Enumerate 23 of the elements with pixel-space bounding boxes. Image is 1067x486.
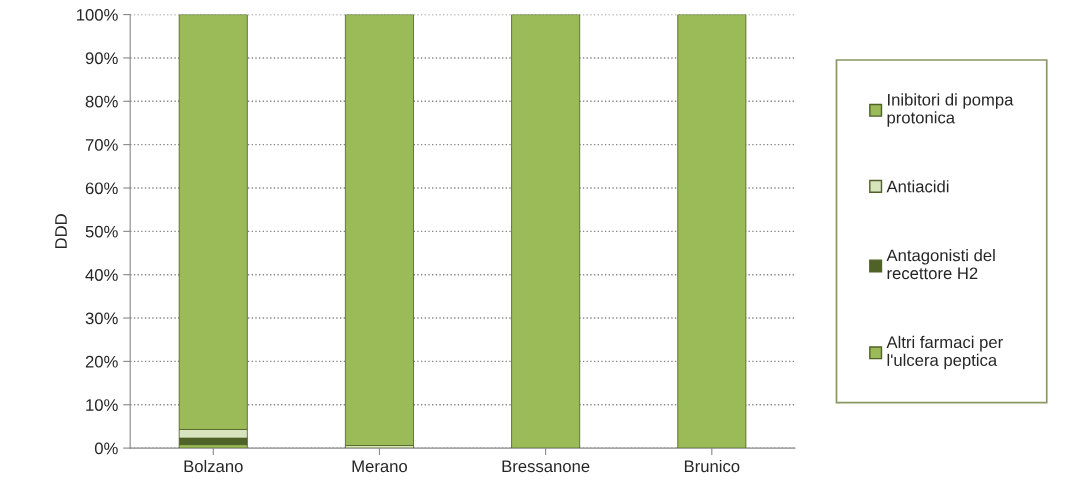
x-tick-label: Bolzano bbox=[184, 459, 243, 473]
y-axis-title: DDD bbox=[55, 214, 67, 249]
y-tick-label: 70% bbox=[85, 139, 118, 151]
bar bbox=[511, 14, 581, 449]
y-tick-label: 80% bbox=[85, 95, 118, 108]
y-tick-label: 20% bbox=[85, 355, 118, 368]
y-tick-label: 40% bbox=[85, 269, 118, 281]
x-tick-label: Brunico bbox=[684, 459, 740, 473]
y-tick-label: 60% bbox=[85, 182, 118, 195]
y-tick-label: 100% bbox=[77, 8, 118, 21]
legend-label: Altri farmaci per l'ulcera peptica bbox=[886, 335, 1003, 370]
bar bbox=[344, 14, 414, 446]
y-tick-label: 10% bbox=[86, 399, 118, 411]
x-tick-label: Bressanone bbox=[502, 460, 590, 473]
y-tick-label: 0% bbox=[94, 442, 118, 455]
legend-label: Inibitori di pompa protonica bbox=[887, 93, 1014, 127]
y-tick-label: 50% bbox=[85, 225, 118, 238]
legend-label: Antagonisti del recettore H2 bbox=[886, 249, 995, 280]
x-tick-label: Merano bbox=[352, 460, 408, 473]
legend-label: Antiacidi bbox=[886, 180, 949, 193]
y-tick-label: 30% bbox=[85, 312, 118, 325]
y-tick-label: 90% bbox=[85, 52, 118, 65]
bar bbox=[677, 14, 747, 449]
